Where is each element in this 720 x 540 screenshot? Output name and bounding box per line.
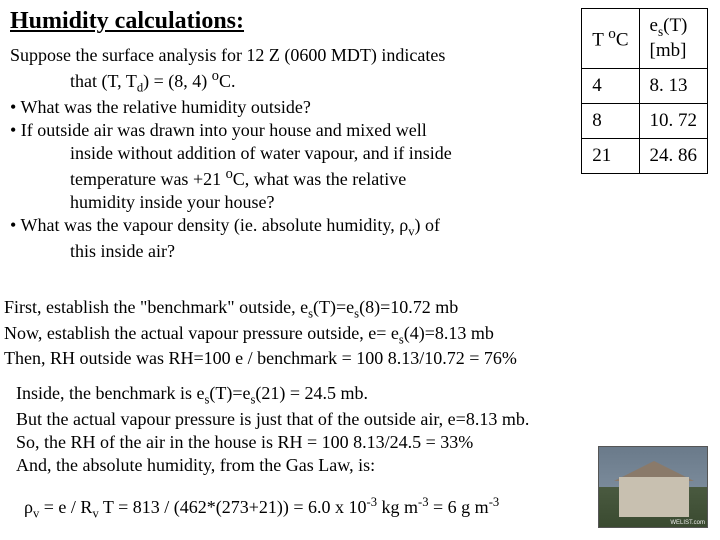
table-row: 2124. 86 xyxy=(582,138,708,173)
solution-outside: First, establish the "benchmark" outside… xyxy=(4,296,704,370)
house-image: WELIST.com xyxy=(598,446,708,528)
page-title: Humidity calculations: xyxy=(10,8,244,35)
solution-density: ρv = e / Rv T = 813 / (462*(273+21)) = 6… xyxy=(24,494,624,522)
solution-inside: Inside, the benchmark is es(T)=es(21) = … xyxy=(16,382,616,477)
th-es: es(T)[mb] xyxy=(639,9,708,69)
problem-text: Suppose the surface analysis for 12 Z (0… xyxy=(10,44,520,263)
th-temp: T oC xyxy=(582,9,639,69)
table-row: 48. 13 xyxy=(582,68,708,103)
es-table: T oC es(T)[mb] 48. 13 810. 72 2124. 86 xyxy=(581,8,708,174)
table-row: 810. 72 xyxy=(582,103,708,138)
